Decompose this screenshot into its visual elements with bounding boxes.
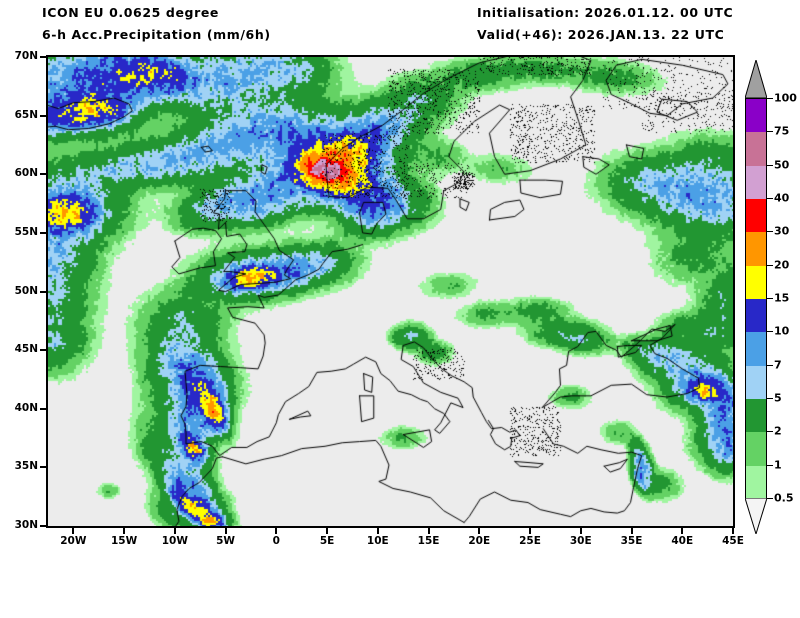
colorbar-tick (767, 398, 773, 399)
colorbar-band (746, 432, 766, 467)
lon-label: 25E (519, 535, 541, 547)
lat-label: 40N (14, 401, 38, 414)
colorbar-tick-label: 15 (774, 291, 790, 305)
colorbar-tick-label: 40 (774, 191, 790, 205)
lat-tick (40, 525, 46, 527)
lat-tick (40, 349, 46, 352)
precipitation-map-canvas (48, 57, 733, 526)
colorbar-tick-label: 100 (774, 91, 797, 105)
colorbar-tick-label: 75 (774, 124, 790, 138)
colorbar-gradient (745, 98, 767, 500)
colorbar-tick (767, 331, 773, 333)
colorbar-tick-label: 7 (774, 358, 782, 372)
lon-tick (732, 528, 734, 534)
colorbar-tick (767, 298, 773, 299)
model-title: ICON EU 0.0625 degree (42, 5, 219, 20)
lat-tick (40, 466, 46, 469)
valid-time: Valid(+46): 2026.JAN.13. 22 UTC (477, 27, 725, 42)
colorbar-tick (767, 164, 773, 166)
lon-tick (275, 528, 278, 534)
lon-label: 20W (60, 535, 87, 547)
lon-tick (529, 528, 532, 534)
colorbar-band (746, 365, 766, 400)
lon-label: 5E (319, 535, 335, 547)
lat-tick (40, 290, 46, 293)
lon-tick (478, 528, 481, 534)
colorbar-band (746, 265, 766, 300)
lon-label: 10E (366, 535, 389, 547)
lat-tick (40, 407, 46, 410)
lon-tick (72, 528, 75, 534)
lon-tick (173, 528, 176, 534)
colorbar-tick-label: 50 (774, 158, 790, 172)
colorbar-tick (767, 131, 773, 133)
lat-label: 60N (14, 167, 38, 180)
lon-tick (681, 528, 684, 534)
lon-label: 30E (569, 535, 592, 547)
lon-label: 15W (111, 535, 138, 547)
colorbar-underflow-arrow-icon (745, 498, 767, 534)
initialisation-time: Initialisation: 2026.01.12. 00 UTC (477, 5, 734, 20)
lon-tick (579, 528, 582, 534)
colorbar-band (746, 232, 766, 267)
lat-tick (40, 56, 46, 58)
colorbar: 100 75 50 40 30 20 15 10 7 5 2 1 0.5 (745, 60, 800, 534)
lon-label: 45E (722, 535, 744, 547)
colorbar-tick (767, 98, 773, 99)
lat-label: 45N (14, 343, 38, 356)
colorbar-tick-label: 10 (774, 324, 790, 338)
lon-tick (224, 528, 227, 534)
colorbar-tick-label: 5 (774, 391, 782, 405)
colorbar-tick (767, 498, 773, 499)
colorbar-band (746, 399, 766, 433)
lat-tick (40, 173, 46, 176)
lon-label: 5W (216, 535, 236, 547)
colorbar-band (746, 165, 766, 200)
lat-tick (40, 231, 46, 234)
colorbar-tick-label: 20 (774, 258, 790, 272)
colorbar-band (746, 132, 766, 167)
colorbar-tick-label: 1 (774, 458, 782, 472)
lon-tick (630, 528, 633, 534)
lat-label: 35N (14, 460, 38, 473)
colorbar-band (746, 299, 766, 333)
colorbar-band (746, 465, 766, 500)
lat-label: 70N (14, 50, 38, 62)
colorbar-tick-label: 30 (774, 224, 790, 238)
colorbar-band (746, 199, 766, 233)
field-title: 6-h Acc.Precipitation (mm/6h) (42, 27, 271, 42)
colorbar-tick-label: 2 (774, 424, 782, 438)
lat-label: 30N (14, 519, 38, 531)
lon-label: 20E (468, 535, 491, 547)
lon-tick (427, 528, 430, 534)
lon-tick (123, 528, 126, 534)
figure-header: ICON EU 0.0625 degree 6-h Acc.Precipitat… (0, 0, 800, 52)
colorbar-tick (767, 431, 773, 433)
lon-tick (326, 528, 329, 534)
map-plot-area (46, 55, 735, 528)
lat-label: 65N (14, 108, 38, 121)
colorbar-band (746, 99, 766, 133)
lon-tick (376, 528, 379, 534)
colorbar-overflow-arrow-icon (745, 60, 767, 98)
lat-label: 50N (14, 284, 38, 297)
colorbar-tick (767, 364, 773, 366)
lon-label: 35E (620, 535, 643, 547)
lon-label: 0 (272, 535, 280, 547)
colorbar-tick-label: 0.5 (774, 491, 794, 505)
colorbar-tick (767, 198, 773, 199)
lon-label: 40E (671, 535, 694, 547)
colorbar-tick (767, 231, 773, 233)
colorbar-tick (767, 264, 773, 266)
colorbar-tick (767, 464, 773, 466)
lon-label: 15E (417, 535, 440, 547)
lat-tick (40, 114, 46, 117)
lon-label: 10W (161, 535, 188, 547)
colorbar-band (746, 332, 766, 367)
lat-label: 55N (14, 225, 38, 238)
